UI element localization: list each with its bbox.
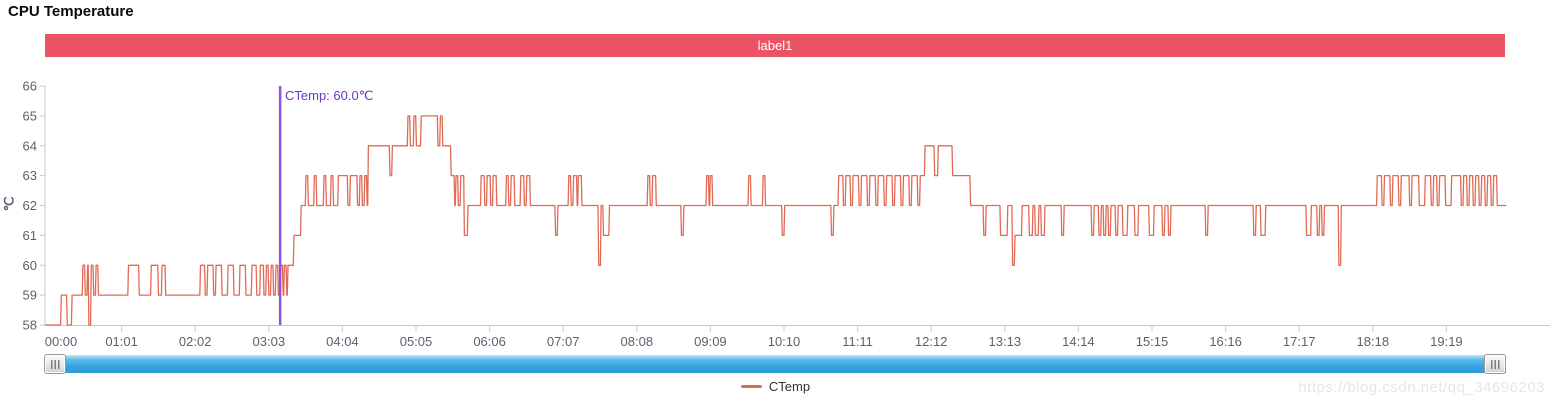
svg-text:13:13: 13:13 — [989, 334, 1022, 349]
legend-item-ctemp[interactable]: CTemp — [0, 379, 1551, 394]
page-title: CPU Temperature — [8, 3, 134, 20]
svg-text:17:17: 17:17 — [1283, 334, 1316, 349]
series-banner: label1 — [45, 34, 1505, 57]
svg-text:14:14: 14:14 — [1062, 334, 1095, 349]
marker-annotation: CTemp: 60.0℃ — [285, 88, 374, 103]
svg-text:65: 65 — [23, 108, 37, 123]
grip-icon — [1490, 359, 1500, 369]
svg-text:18:18: 18:18 — [1357, 334, 1390, 349]
svg-text:15:15: 15:15 — [1136, 334, 1169, 349]
svg-text:05:05: 05:05 — [400, 334, 433, 349]
banner-label: label1 — [757, 38, 793, 53]
datazoom-slider[interactable] — [45, 355, 1506, 373]
svg-text:02:02: 02:02 — [179, 334, 212, 349]
svg-text:03:03: 03:03 — [253, 334, 286, 349]
legend-line-marker-icon — [740, 385, 762, 388]
svg-text:11:11: 11:11 — [842, 334, 873, 349]
temperature-line-chart: 58 59 60 61 62 63 64 65 66 00:00 01:01 02:02 03:03 04… — [23, 79, 1550, 349]
svg-text:59: 59 — [23, 288, 37, 303]
svg-text:06:06: 06:06 — [473, 334, 506, 349]
svg-text:04:04: 04:04 — [326, 334, 359, 349]
svg-text:16:16: 16:16 — [1209, 334, 1242, 349]
svg-text:09:09: 09:09 — [694, 334, 727, 349]
grip-icon — [50, 359, 60, 369]
svg-text:08:08: 08:08 — [621, 334, 654, 349]
datazoom-right-handle[interactable] — [1484, 354, 1506, 374]
svg-text:10:10: 10:10 — [768, 334, 801, 349]
svg-text:63: 63 — [23, 168, 37, 183]
datazoom-left-handle[interactable] — [44, 354, 66, 374]
svg-text:62: 62 — [23, 198, 37, 213]
svg-text:19:19: 19:19 — [1430, 334, 1463, 349]
svg-text:00:00: 00:00 — [45, 334, 78, 349]
svg-text:01:01: 01:01 — [105, 334, 138, 349]
svg-text:61: 61 — [23, 228, 37, 243]
y-axis-unit-label: ℃ — [1, 196, 17, 212]
svg-text:58: 58 — [23, 318, 37, 333]
svg-text:07:07: 07:07 — [547, 334, 580, 349]
svg-text:64: 64 — [23, 138, 37, 153]
legend-label: CTemp — [768, 379, 811, 394]
svg-text:66: 66 — [23, 79, 37, 94]
watermark: https://blog.csdn.net/qq_34696203 — [1298, 379, 1545, 396]
svg-text:12:12: 12:12 — [915, 334, 948, 349]
svg-text:60: 60 — [23, 258, 37, 273]
